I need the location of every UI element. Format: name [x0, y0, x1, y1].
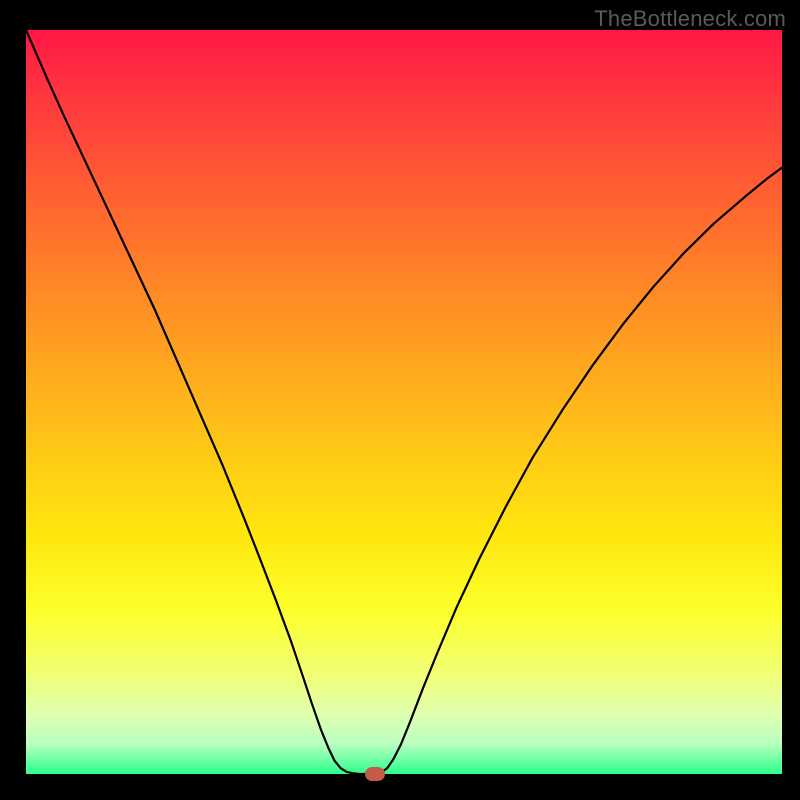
- optimal-point-marker: [365, 767, 385, 781]
- bottleneck-curve: [26, 30, 782, 774]
- watermark-text: TheBottleneck.com: [594, 6, 786, 32]
- chart-frame: [26, 30, 782, 774]
